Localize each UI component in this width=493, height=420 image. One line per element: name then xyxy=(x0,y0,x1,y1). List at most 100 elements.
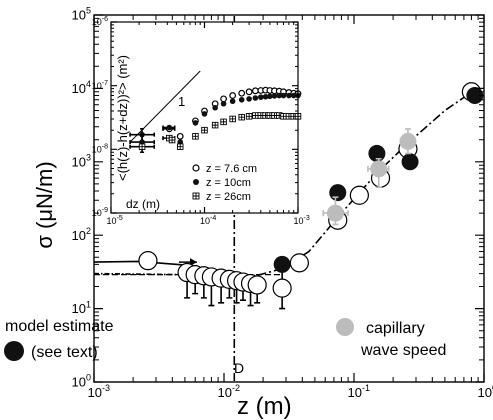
inset-x-tick-label: 10-3 xyxy=(294,215,310,226)
main-y-tick-exponent: 1 xyxy=(86,299,91,309)
inset-plot: 10-5 10-4 10-3 10-9 10-8 10-7 10-6 1 dz (m) <(… xyxy=(92,16,310,226)
inset-point-filled-circle xyxy=(267,93,273,100)
main-point-filled-circle xyxy=(401,153,419,171)
legend-label: z = 7.6 cm xyxy=(206,163,257,175)
square-marker-cross xyxy=(220,119,227,125)
main-point-gray-circle xyxy=(326,204,344,222)
capillary-label: capillary xyxy=(366,320,425,337)
inset-point-square-cross xyxy=(229,115,236,123)
main-point-open-circle xyxy=(247,275,267,295)
inset-y-tick-exponent: -7 xyxy=(102,80,108,87)
inset-legend: z = 7.6 cm z = 10cm z = 26cm xyxy=(192,163,257,203)
square-marker-cross xyxy=(280,113,287,120)
inset-point-open-circle xyxy=(251,87,259,95)
inset-point-square-cross xyxy=(238,113,245,121)
inset-point-square-cross xyxy=(220,118,227,126)
inset-y-tick-label: 10-6 xyxy=(92,16,108,27)
main-point-filled-circle xyxy=(329,184,347,202)
inset-y-tick-exponent: -9 xyxy=(102,207,108,214)
square-marker-cross xyxy=(246,113,252,120)
inset-x-tick-exponent: -5 xyxy=(117,215,123,222)
main-point-open-circle xyxy=(349,185,369,205)
legend-marker-square-cross xyxy=(192,192,200,200)
inset-point-square-cross xyxy=(176,143,184,150)
square-marker-cross xyxy=(193,193,199,199)
main-y-axis-title: σ (μN/m) xyxy=(32,161,57,248)
arrow-head xyxy=(190,258,198,267)
inset-x-tick-exponent: -4 xyxy=(210,215,216,222)
inset-x-tick-label: 10-5 xyxy=(107,215,123,226)
inset-point-filled-circle xyxy=(192,120,199,126)
main-y-tick-exponent: 4 xyxy=(86,79,91,89)
inset-point-open-circle xyxy=(245,88,253,96)
main-x-tick-exponent: 0 xyxy=(492,383,493,393)
inset-point-filled-circle xyxy=(276,92,283,99)
main-y-tick-exponent: 2 xyxy=(86,226,91,236)
square-marker-cross xyxy=(192,133,199,140)
square-marker-cross xyxy=(212,122,218,128)
model-estimate-marker xyxy=(4,341,24,361)
main-point-filled-circle xyxy=(368,144,386,162)
model-estimate-note: (see text) xyxy=(31,344,98,361)
main-ticks: 10-310-210-1100100101102103104105 xyxy=(72,6,493,400)
square-marker-cross xyxy=(139,143,145,150)
capillary-note: wave speed xyxy=(360,342,446,359)
main-y-tick-exponent: 3 xyxy=(86,153,91,163)
main-y-tick-exponent: 0 xyxy=(86,373,91,383)
square-marker-cross xyxy=(252,112,259,119)
inset-point-square-cross xyxy=(211,121,219,129)
main-point-open-circle xyxy=(289,253,309,273)
legend-label: z = 26cm xyxy=(206,191,251,203)
inset-point-filled-circle xyxy=(271,93,278,99)
model-estimate-label: model estimate xyxy=(5,318,114,335)
inset-point-filled-circle xyxy=(280,92,287,99)
capillary-marker xyxy=(336,318,354,336)
inset-y-tick-label: 10-8 xyxy=(92,143,108,154)
inset-point-square-cross xyxy=(280,113,287,120)
main-x-axis-title: z (m) xyxy=(237,393,292,420)
legend-marker-filled-circle xyxy=(193,179,199,185)
main-x-tick-label: 100 xyxy=(478,383,493,400)
inset-point-filled-circle xyxy=(201,111,208,117)
inset-data-marks xyxy=(129,86,302,154)
inset-error-point-filled-circle xyxy=(166,124,173,131)
inset-point-filled-circle xyxy=(246,96,252,102)
main-y-tick-exponent: 5 xyxy=(86,6,91,16)
inset-point-square-cross xyxy=(245,113,253,120)
inset-y-axis-title: <(h(z)-h(z+dz))²> (m²) xyxy=(115,55,130,181)
inset-point-filled-circle xyxy=(212,104,218,111)
main-x-tick-exponent: -1 xyxy=(362,383,370,393)
inset-x-tick-label: 10-4 xyxy=(200,215,216,226)
main-x-tick-exponent: -3 xyxy=(102,383,110,393)
square-marker-cross xyxy=(201,127,208,133)
main-data-marks xyxy=(138,82,484,310)
main-point-gray-circle xyxy=(399,132,417,150)
inset-point-filled-circle xyxy=(238,96,245,103)
inset-error-point-square-cross xyxy=(138,143,146,150)
inset-y-tick-exponent: -8 xyxy=(102,143,108,150)
inset-error-point-square-cross xyxy=(168,136,176,144)
main-plot-frame xyxy=(93,14,485,383)
main-point-open-circle xyxy=(138,251,158,271)
main-x-tick-exponent: -2 xyxy=(232,383,240,393)
inset-point-square-cross xyxy=(192,133,199,140)
inset-point-filled-circle xyxy=(257,94,264,100)
inset-point-filled-circle xyxy=(252,95,259,101)
inset-point-open-circle xyxy=(229,92,237,99)
inset-x-axis-title: dz (m) xyxy=(126,197,160,211)
inset-point-square-cross xyxy=(252,112,259,119)
square-marker-cross xyxy=(238,114,245,120)
square-marker-cross xyxy=(169,137,175,143)
inset-point-filled-circle xyxy=(262,93,269,100)
inset-y-tick-label: 10-9 xyxy=(92,207,108,218)
legend-label: z = 10cm xyxy=(206,177,251,189)
inset-point-filled-circle xyxy=(220,100,227,107)
main-axes xyxy=(93,14,485,383)
inset-point-open-circle xyxy=(176,132,184,140)
square-marker-cross xyxy=(229,116,236,122)
inset-y-tick-exponent: -6 xyxy=(102,16,108,23)
main-point-filled-circle xyxy=(273,255,291,273)
inset-ticks: 10-5 10-4 10-3 10-9 10-8 10-7 10-6 xyxy=(92,16,310,226)
inset-point-square-cross xyxy=(201,126,208,134)
inset-point-open-circle xyxy=(220,95,227,103)
